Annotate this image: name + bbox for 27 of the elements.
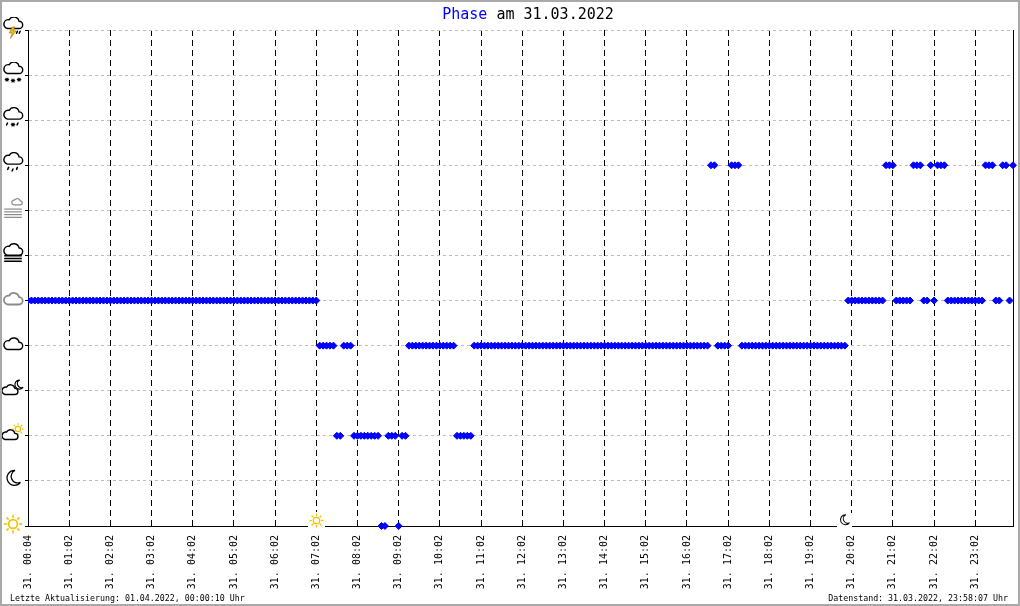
x-tick-label: 31. 03:02	[145, 535, 157, 590]
x-tick-label: 31. 13:02	[556, 535, 568, 590]
x-tick-label: 31. 06:02	[268, 535, 280, 590]
x-tick-label: 31. 11:02	[474, 535, 486, 590]
text: Datenstand: 31.03.2022, 23:58:07 Uhr	[828, 593, 1008, 603]
x-tick-label: 31. 07:02	[309, 535, 321, 590]
x-tick-label: 31. 16:02	[680, 535, 692, 590]
x-tick-label: 31. 20:02	[845, 535, 857, 590]
chart-title: Phase am 31.03.2022	[442, 5, 614, 23]
x-tick-label: 31. 23:02	[968, 535, 980, 590]
x-tick-label: 31. 19:02	[804, 535, 816, 590]
x-tick-label: 31. 04:02	[186, 535, 198, 590]
x-tick-label: 31. 10:02	[433, 535, 445, 590]
x-tick-label: 31. 18:02	[762, 535, 774, 590]
x-tick-label: 31. 08:02	[351, 535, 363, 590]
x-tick-label: 31. 09:02	[392, 535, 404, 590]
x-tick-label: 31. 02:02	[103, 535, 115, 590]
x-tick-label: 31. 14:02	[598, 535, 610, 590]
x-tick-label: 31. 17:02	[721, 535, 733, 590]
x-tick-label: 31. 00:04	[21, 535, 33, 590]
x-tick-label: 31. 15:02	[639, 535, 651, 590]
text: Letzte Aktualisierung: 01.04.2022, 00:00:10 Uhr	[10, 593, 245, 603]
x-tick-label: 31. 22:02	[927, 535, 939, 590]
x-tick-label: 31. 21:02	[886, 535, 898, 590]
x-tick-label: 31. 05:02	[227, 535, 239, 590]
x-tick-label: 31. 12:02	[515, 535, 527, 590]
x-tick-label: 31. 01:02	[62, 535, 74, 590]
